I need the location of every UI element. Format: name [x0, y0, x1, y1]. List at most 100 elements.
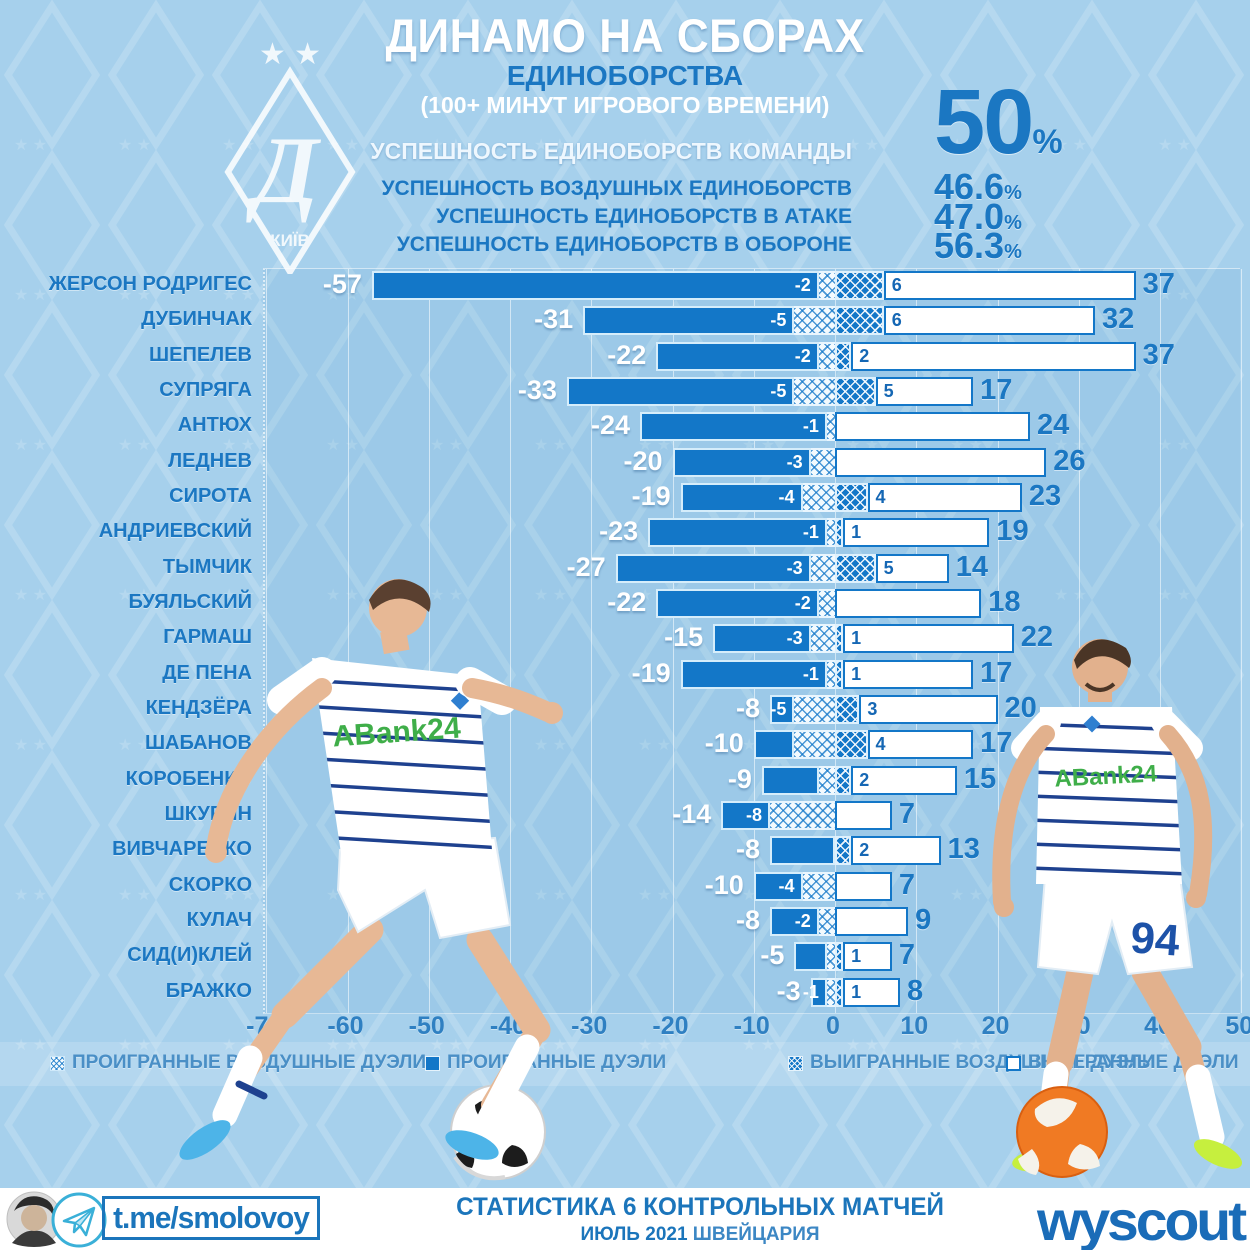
player-name-label: СИД(И)КЛЕЙ	[127, 944, 252, 967]
left-player-legs	[179, 916, 551, 1160]
won-total-label: 26	[1053, 444, 1086, 477]
player-name-label: ШАБАНОВ	[144, 732, 252, 755]
won-aerial-label: 5	[883, 380, 894, 401]
x-axis-tick-label: 20	[981, 1012, 1010, 1040]
bar-won-duels	[851, 765, 957, 795]
lost-aerial-label: -5	[770, 380, 787, 401]
bar-won-duels	[843, 659, 974, 689]
right-player-head	[1072, 639, 1131, 702]
left-player-arms	[205, 678, 563, 863]
gridline	[347, 269, 349, 1013]
footer-stats-line: СТАТИСТИКА 6 КОНТРОЛЬНЫХ МАТЧЕЙ	[456, 1193, 944, 1221]
bar-lost-duels	[770, 694, 795, 724]
won-total-label: 7	[898, 797, 916, 830]
bar-won-duels	[875, 553, 949, 583]
bar-lost-duels	[721, 800, 770, 830]
lost-aerial-label: -2	[794, 592, 811, 613]
lost-aerial-label: -3	[786, 451, 803, 472]
legend-band	[0, 1042, 1250, 1086]
lost-total-label: -31	[534, 304, 574, 335]
dynamo-kyiv-logo: ★ ★ Д КИЇВ	[224, 38, 356, 274]
logo-monogram: Д	[246, 117, 322, 223]
legend-hl-icon	[50, 1055, 65, 1071]
bar-lost-duels	[648, 518, 827, 548]
gridline	[510, 269, 511, 1013]
won-aerial-label: 6	[891, 275, 902, 295]
lost-total-label: -22	[607, 586, 647, 617]
page-subtitle: ЕДИНОБОРСТВА	[506, 60, 744, 91]
bar-lost-aerial-duels	[826, 942, 835, 972]
player-name-label: ДЕ ПЕНА	[162, 661, 252, 684]
stat-label-team: УСПЕШНОСТЬ ЕДИНОБОРСТВ КОМАНДЫ	[370, 138, 852, 164]
bar-lost-aerial-duels	[818, 588, 835, 618]
bar-won-duels	[867, 730, 974, 760]
won-aerial-label: 2	[859, 345, 870, 366]
right-player-arms	[992, 725, 1213, 917]
won-aerial-label: 2	[859, 769, 870, 790]
lost-total-label: -10	[704, 869, 744, 900]
telegram-channel-link[interactable]: t.me/smolovoy	[102, 1196, 320, 1240]
won-total-label: 7	[898, 939, 916, 972]
won-aerial-label: 1	[851, 946, 862, 967]
lost-total-label: -19	[631, 480, 671, 511]
gridline	[672, 269, 674, 1013]
player-name-label: ГАРМАШ	[163, 626, 252, 649]
logo-stars-icon: ★ ★	[259, 38, 321, 71]
player-name-label: КОРОБЕНКО	[125, 767, 252, 790]
bar-won-duels	[843, 942, 892, 972]
footer-date: ИЮЛЬ 2021	[580, 1224, 688, 1245]
won-aerial-label: 6	[891, 310, 902, 331]
x-axis-tick-label: 50	[1225, 1012, 1250, 1040]
bar-lost-duels	[583, 306, 795, 336]
bar-won-duels	[843, 624, 1014, 654]
bar-won-aerial-duels	[835, 977, 844, 1007]
lost-total-label: -3	[776, 975, 801, 1006]
bar-lost-aerial-duels	[818, 341, 835, 371]
bar-lost-aerial-duels	[818, 271, 835, 300]
won-total-label: 17	[980, 656, 1013, 689]
bar-lost-duels	[656, 588, 819, 618]
won-total-label: 7	[898, 868, 916, 901]
bar-won-duels	[835, 906, 909, 936]
bar-lost-duels	[753, 871, 803, 901]
lost-aerial-label: -1	[802, 981, 819, 1002]
bar-lost-duels	[566, 376, 795, 406]
bar-won-aerial-duels	[835, 624, 844, 654]
stat-value-aerial-number: 46.6	[934, 166, 1005, 207]
bar-won-duels	[851, 341, 1136, 371]
bar-lost-duels	[672, 447, 811, 477]
author-avatar	[6, 1191, 62, 1247]
player-name-label: БУЯЛЬСКИЙ	[128, 590, 252, 613]
stat-value-team-number: 50	[934, 71, 1034, 173]
bar-won-aerial-duels	[835, 836, 852, 866]
bar-lost-aerial-duels	[826, 518, 835, 548]
bar-won-duels	[851, 836, 941, 866]
player-name-label: СУПРЯГА	[159, 378, 252, 401]
lost-aerial-label: -1	[802, 522, 819, 543]
player-name-label: ЖЕРСОН РОДРИГЕС	[48, 273, 252, 295]
won-total-label: 20	[1004, 691, 1037, 724]
stat-label-defense: УСПЕШНОСТЬ ЕДИНОБОРСТВ В ОБОРОНЕ	[396, 233, 852, 256]
lost-total-label: -57	[322, 269, 362, 299]
bar-lost-aerial-duels	[802, 482, 835, 512]
bar-won-duels	[843, 977, 900, 1007]
bar-lost-duels	[680, 659, 827, 689]
stat-value-defense-number: 56.3	[934, 225, 1005, 266]
bar-lost-aerial-duels	[810, 447, 835, 477]
bar-lost-duels	[680, 482, 803, 512]
stat-value-aerial-unit: %	[1004, 182, 1022, 204]
player-name-label: ЛЕДНЕВ	[168, 449, 252, 472]
gridline	[1160, 269, 1161, 1013]
bar-lost-duels	[615, 553, 811, 583]
player-name-label: ДУБИНЧАК	[141, 308, 252, 331]
x-axis-tick-label: -20	[652, 1012, 689, 1040]
won-aerial-label: 1	[851, 663, 862, 684]
lost-total-label: -27	[566, 551, 606, 582]
won-aerial-label: 4	[875, 486, 886, 507]
bar-lost-aerial-duels	[794, 694, 835, 724]
bar-lost-aerial-duels	[794, 306, 835, 336]
gridline	[428, 269, 430, 1013]
bar-won-duels	[875, 376, 974, 406]
player-name-label: БРАЖКО	[165, 979, 252, 1002]
page-title: ДИНАМО НА СБОРАХ	[385, 9, 865, 62]
